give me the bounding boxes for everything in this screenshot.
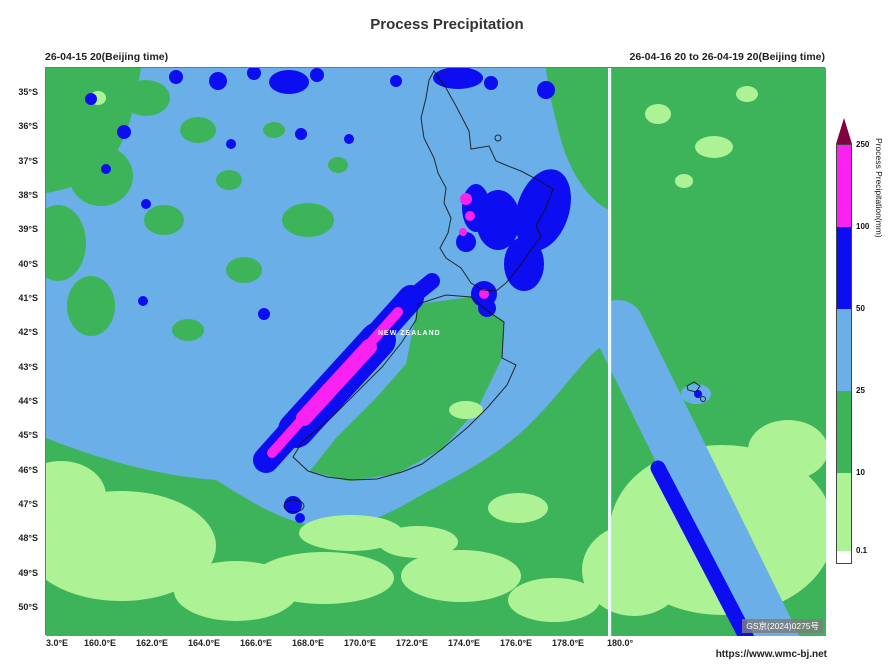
colorbar-seg-0.1-10 bbox=[837, 473, 851, 551]
lon-tick-label: 162.0°E bbox=[135, 638, 169, 648]
lat-tick-label: 45°S bbox=[18, 430, 38, 441]
lat-tick-label: 35°S bbox=[18, 87, 38, 97]
colorbar-seg-100-250 bbox=[837, 145, 851, 227]
colorbar-seg-50-100 bbox=[837, 227, 851, 309]
lat-tick-label: 41°S bbox=[18, 292, 38, 303]
colorbar-seg-10-25 bbox=[837, 391, 851, 473]
init-time-label: 26-04-15 20(Beijing time) bbox=[45, 51, 169, 63]
lat-tick-label: 40°S bbox=[18, 258, 38, 269]
lat-tick-label: 48°S bbox=[18, 533, 38, 544]
colorbar-seg-lt-0.1 bbox=[837, 551, 851, 563]
lat-tick-label: 38°S bbox=[18, 189, 38, 200]
lon-tick-label: 166.0°E bbox=[239, 638, 273, 648]
latitude-axis: 35°S 36°S 37°S 38°S 39°S 40°S 41°S 42°S 43°S 44°S… bbox=[0, 67, 42, 635]
blue-cells bbox=[85, 68, 702, 523]
lat-tick-label: 50°S bbox=[18, 601, 38, 612]
colorbar-seg-25-50 bbox=[837, 309, 851, 391]
magenta-band bbox=[267, 307, 403, 458]
license-badge: GS京(2024)0275号 bbox=[742, 619, 823, 633]
lat-tick-label: 44°S bbox=[18, 395, 38, 406]
dateline-marker bbox=[608, 68, 612, 636]
valid-period-label: 26-04-16 20 to 26-04-19 20(Beijing time) bbox=[629, 51, 825, 63]
lon-tick-label: 174.0°E bbox=[447, 638, 481, 648]
precipitation-field: NEW ZEALAND bbox=[46, 68, 826, 636]
precipitation-map: NEW ZEALAND GS京(2024)0275号 bbox=[45, 67, 826, 636]
colorbar-tick-label: 250 bbox=[856, 140, 870, 149]
lat-tick-label: 47°S bbox=[18, 498, 38, 509]
website-url: https://www.wmc-bj.net bbox=[715, 649, 827, 660]
lat-tick-label: 39°S bbox=[18, 224, 38, 235]
colorbar-tick-label: 10 bbox=[856, 468, 865, 477]
lon-tick-label: 180.0° bbox=[606, 638, 634, 648]
lat-tick-label: 49°S bbox=[18, 567, 38, 578]
colorbar-tick-label: 0.1 bbox=[856, 546, 868, 555]
lat-tick-label: 36°S bbox=[18, 121, 38, 132]
lon-tick-label: 160.0°E bbox=[83, 638, 117, 648]
lon-tick-label: 164.0°E bbox=[187, 638, 221, 648]
colorbar-tick-label: 100 bbox=[856, 222, 870, 231]
colorbar-bar bbox=[836, 144, 852, 564]
lat-tick-label: 37°S bbox=[18, 155, 38, 166]
lon-tick-label: 176.0°E bbox=[499, 638, 533, 648]
coastline bbox=[283, 70, 706, 513]
longitude-axis: 3.0°E 160.0°E 162.0°E 164.0°E 166.0°E 168.0°E… bbox=[45, 638, 825, 652]
colorbar: 250 100 50 25 10 0.1 Process Precipitation(mm… bbox=[834, 118, 894, 578]
lat-tick-label: 42°S bbox=[18, 327, 38, 338]
lon-tick-label: 3.0°E bbox=[45, 638, 69, 648]
colorbar-title: Process Precipitation(mm) bbox=[874, 138, 884, 238]
lon-tick-label: 178.0°E bbox=[551, 638, 585, 648]
lat-tick-label: 43°S bbox=[18, 361, 38, 372]
page-title: Process Precipitation bbox=[370, 16, 524, 33]
lon-tick-label: 168.0°E bbox=[291, 638, 325, 648]
lon-tick-label: 172.0°E bbox=[395, 638, 429, 648]
colorbar-tick-label: 50 bbox=[856, 304, 865, 313]
lon-tick-label: 170.0°E bbox=[343, 638, 377, 648]
magenta-cells bbox=[459, 193, 489, 299]
colorbar-arrow-cap bbox=[836, 118, 852, 144]
map-label-new-zealand: NEW ZEALAND bbox=[378, 330, 441, 337]
lightblue-band bbox=[592, 300, 800, 636]
colorbar-tick-label: 25 bbox=[856, 386, 865, 395]
lat-tick-label: 46°S bbox=[18, 464, 38, 475]
